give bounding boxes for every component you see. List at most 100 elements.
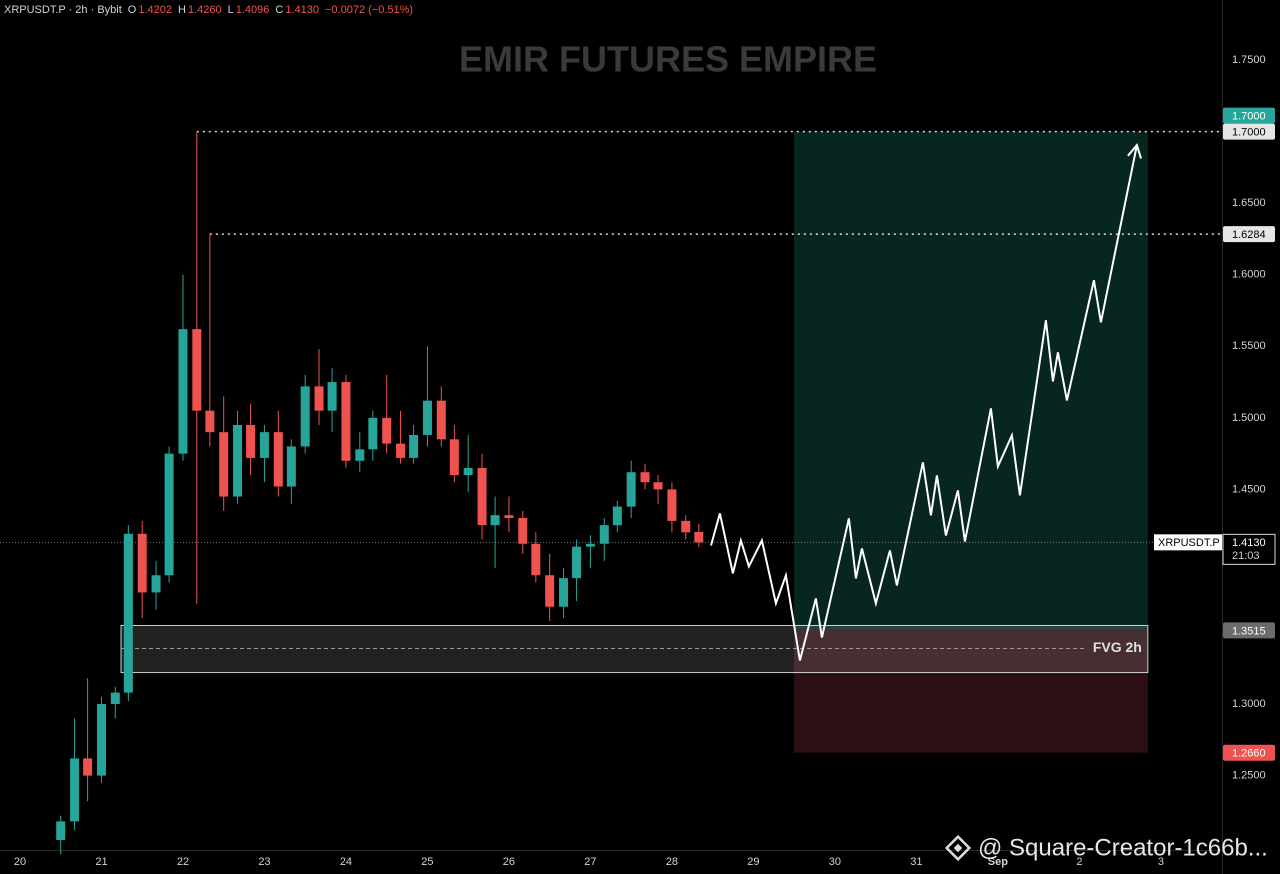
candle-body bbox=[531, 543, 541, 576]
target-badge-bg bbox=[1223, 107, 1275, 124]
fvg-label: FVG 2h bbox=[1093, 639, 1142, 655]
target-zone bbox=[793, 131, 1148, 631]
current-countdown: 21:03 bbox=[1232, 550, 1260, 562]
y-tick-label: 1.5000 bbox=[1232, 412, 1266, 424]
stop-zone bbox=[793, 630, 1148, 753]
candle-body bbox=[490, 515, 500, 526]
x-tick-label: 31 bbox=[910, 856, 922, 868]
x-tick-label: 21 bbox=[95, 856, 107, 868]
candle-body bbox=[463, 467, 473, 476]
candle-body bbox=[314, 386, 324, 411]
header-text: H bbox=[178, 4, 186, 16]
level-badge-bg bbox=[1223, 123, 1275, 140]
y-tick-label: 1.4500 bbox=[1232, 483, 1266, 495]
candle-body bbox=[612, 506, 622, 526]
level-badge: 1.7000 bbox=[1232, 127, 1266, 139]
header-text: L bbox=[228, 4, 234, 16]
candle-body bbox=[436, 400, 446, 440]
candle-body bbox=[572, 546, 582, 579]
x-tick-label: 24 bbox=[340, 856, 352, 868]
candle-body bbox=[70, 758, 80, 822]
level-badge: 1.6284 bbox=[1232, 229, 1266, 241]
x-tick-label: Sep bbox=[988, 856, 1008, 868]
candle-body bbox=[626, 472, 636, 507]
y-tick-label: 1.2500 bbox=[1232, 769, 1266, 781]
candle-body bbox=[286, 446, 296, 487]
current-price: 1.4130 bbox=[1232, 537, 1266, 549]
candle-body bbox=[219, 432, 229, 497]
header-text: C bbox=[275, 4, 283, 16]
fvg-zone bbox=[120, 624, 1149, 674]
candle-body bbox=[653, 482, 663, 490]
x-tick-label: 28 bbox=[666, 856, 678, 868]
mid-layer bbox=[56, 131, 704, 855]
y-tick-label: 1.5500 bbox=[1232, 340, 1266, 352]
candle-body bbox=[449, 439, 459, 476]
x-tick-label: 26 bbox=[503, 856, 515, 868]
candle-body bbox=[477, 467, 487, 526]
candle-body bbox=[694, 532, 704, 543]
candle-body bbox=[422, 400, 432, 436]
y-tick-label: 1.7500 bbox=[1232, 54, 1266, 66]
y-tick-label: 1.6500 bbox=[1232, 197, 1266, 209]
candle-body bbox=[246, 425, 256, 458]
candle-body bbox=[396, 443, 406, 458]
x-tick-label: 27 bbox=[584, 856, 596, 868]
x-tick-label: 20 bbox=[14, 856, 26, 868]
candle-body bbox=[137, 533, 147, 593]
candle-body bbox=[300, 386, 310, 447]
candle-body bbox=[409, 435, 419, 458]
header-text: 1.4130 bbox=[285, 4, 319, 16]
x-tick-label: 23 bbox=[258, 856, 270, 868]
front-layer: XRPUSDT.P · 2h · Bybit O 1.4202 H 1.4260 L 1.4… bbox=[4, 4, 1276, 868]
current-name-bg bbox=[1154, 534, 1222, 551]
candle-body bbox=[355, 449, 365, 461]
candle-body bbox=[110, 692, 120, 705]
candle-body bbox=[368, 417, 378, 450]
target-badge: 1.7000 bbox=[1232, 111, 1266, 123]
candle-body bbox=[205, 410, 215, 433]
candle-body bbox=[545, 575, 555, 607]
projection-path bbox=[710, 144, 1138, 661]
candle-body bbox=[233, 425, 243, 497]
y-tick-label: 1.3000 bbox=[1232, 698, 1266, 710]
level-badge-bg bbox=[1223, 226, 1275, 243]
logo-shape bbox=[944, 834, 972, 862]
watermark-credit: @ Square-Creator-1c66b... bbox=[978, 834, 1268, 861]
candle-body bbox=[640, 472, 650, 483]
candle-body bbox=[341, 382, 351, 461]
candle-body bbox=[327, 382, 337, 411]
stop-badge: 1.2660 bbox=[1232, 748, 1266, 760]
candle-body bbox=[96, 704, 106, 776]
current-name: XRPUSDT.P bbox=[1158, 537, 1220, 549]
current-badge-bg bbox=[1222, 533, 1276, 565]
candle-body bbox=[123, 533, 133, 693]
header-text: XRPUSDT.P · 2h · Bybit bbox=[4, 4, 122, 16]
x-tick-label: 2 bbox=[1076, 856, 1082, 868]
candle-body bbox=[504, 515, 514, 519]
back-layer bbox=[0, 130, 1222, 753]
x-tick-label: 30 bbox=[829, 856, 841, 868]
header-text: 1.4096 bbox=[236, 4, 270, 16]
candle-body bbox=[83, 758, 93, 776]
arrow-head bbox=[1127, 143, 1142, 159]
candle-body bbox=[681, 520, 691, 533]
candle-body bbox=[259, 432, 269, 458]
candle-body bbox=[599, 525, 609, 544]
candle-body bbox=[192, 329, 202, 411]
candle-body bbox=[56, 821, 66, 840]
entry-badge-bg bbox=[1223, 622, 1275, 639]
candle-body bbox=[585, 543, 595, 547]
entry-badge: 1.3515 bbox=[1232, 625, 1266, 637]
header-text: −0.0072 (−0.51%) bbox=[325, 4, 413, 16]
candle-body bbox=[164, 453, 174, 576]
candle-body bbox=[559, 578, 569, 607]
y-tick-label: 1.6000 bbox=[1232, 269, 1266, 281]
candle-body bbox=[273, 432, 283, 487]
header-text: 1.4260 bbox=[188, 4, 222, 16]
candle-body bbox=[667, 489, 677, 521]
stop-badge-bg bbox=[1223, 744, 1275, 761]
x-tick-label: 29 bbox=[747, 856, 759, 868]
candle-body bbox=[382, 417, 392, 444]
x-tick-label: 25 bbox=[421, 856, 433, 868]
